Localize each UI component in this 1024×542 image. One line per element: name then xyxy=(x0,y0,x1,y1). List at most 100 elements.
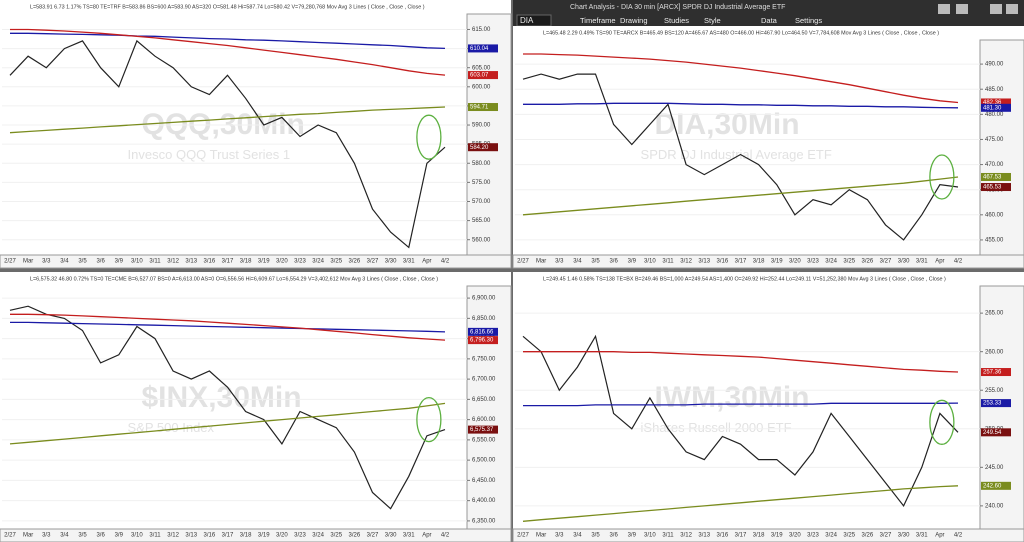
window-title: Chart Analysis - DIA 30 min [ARCX] SPDR … xyxy=(570,4,785,11)
watermark-subtitle: SPDR DJ Industrial Average ETF xyxy=(641,147,832,162)
x-tick-label: 3/12 xyxy=(167,533,179,539)
price-label: 465.53 xyxy=(983,185,1002,191)
annotation-circle xyxy=(929,154,955,200)
info-line: L=6,575.32 46.80 0.72% TS=0 TE=CME B=6,5… xyxy=(30,276,438,282)
x-tick-label: 3/31 xyxy=(403,259,415,265)
x-tick-label: Apr xyxy=(935,533,944,539)
y-tick-label: 470.00 xyxy=(985,162,1004,168)
window-button[interactable] xyxy=(938,4,950,14)
x-tick-label: 3/27 xyxy=(367,533,379,539)
panel-bg xyxy=(513,272,1024,542)
y-tick-label: 600.00 xyxy=(472,84,491,90)
moving-average xyxy=(10,321,446,333)
menu[interactable]: Settings xyxy=(795,16,822,25)
price-axis xyxy=(979,39,1024,256)
chart-panel: QQQ,30Min Invesco QQQ Trust Series 1 560.0… xyxy=(0,0,512,269)
chart-panel: IWM,30Min iShares Russell 2000 ETF 240.00 2… xyxy=(512,272,1024,542)
x-tick-label: 3/17 xyxy=(735,259,747,265)
moving-average xyxy=(9,106,446,134)
x-tick-label: 3/13 xyxy=(185,259,197,265)
x-tick-label: Apr xyxy=(422,533,431,539)
x-tick-label: 3/30 xyxy=(385,259,397,265)
x-tick-label: Mar xyxy=(23,259,33,265)
y-tick-label: 6,450.00 xyxy=(472,478,496,484)
price-label-bg xyxy=(981,98,1011,107)
price-label-bg xyxy=(468,103,498,112)
x-tick-label: Mar xyxy=(536,533,546,539)
window-button[interactable] xyxy=(1006,4,1018,14)
price-label-bg xyxy=(468,44,498,53)
watermark-title: QQQ,30Min xyxy=(142,108,305,141)
x-tick-label: 3/11 xyxy=(149,259,161,265)
y-tick-label: 615.00 xyxy=(472,27,491,33)
menu[interactable]: Studies xyxy=(664,16,689,25)
moving-average xyxy=(10,313,446,341)
x-tick-label: 3/23 xyxy=(807,259,819,265)
y-tick-label: 560.00 xyxy=(472,237,491,243)
price-label: 584.20 xyxy=(470,145,489,151)
watermark-title: $INX,30Min xyxy=(142,381,302,414)
info-bar xyxy=(513,274,1024,285)
x-tick-label: Apr xyxy=(935,259,944,265)
window-button[interactable] xyxy=(956,4,968,14)
y-tick-label: 485.00 xyxy=(985,87,1004,93)
price-label: 253.33 xyxy=(983,401,1002,407)
x-tick-label: 3/17 xyxy=(222,533,234,539)
x-tick-label: 3/3 xyxy=(42,533,51,539)
x-tick-label: Mar xyxy=(23,533,33,539)
window-button[interactable] xyxy=(990,4,1002,14)
price-line xyxy=(9,305,446,510)
x-tick-label: 2/27 xyxy=(4,259,16,265)
x-tick-label: 3/26 xyxy=(349,533,361,539)
x-tick-label: 3/24 xyxy=(825,259,837,265)
panel-bg xyxy=(0,272,511,542)
price-label-bg xyxy=(981,481,1011,490)
x-tick-label: 3/11 xyxy=(662,259,674,265)
moving-average xyxy=(523,351,959,373)
price-axis xyxy=(466,13,512,256)
date-axis xyxy=(0,528,512,542)
info-line: L=249.45 1.46 0.58% TS=138 TE=BX B=249.4… xyxy=(543,276,946,282)
y-tick-label: 6,500.00 xyxy=(472,458,496,464)
x-tick-label: 3/4 xyxy=(573,533,582,539)
info-line: L=465.48 2.29 0.49% TS=90 TE=ARCX B=465.… xyxy=(543,30,939,36)
y-tick-label: 6,350.00 xyxy=(472,518,496,524)
y-tick-label: 475.00 xyxy=(985,137,1004,143)
x-tick-label: 3/12 xyxy=(680,259,692,265)
y-tick-label: 490.00 xyxy=(985,62,1004,68)
x-tick-label: 2/27 xyxy=(4,533,16,539)
x-tick-label: 3/13 xyxy=(185,533,197,539)
y-tick-label: 6,750.00 xyxy=(472,356,496,362)
x-tick-label: 3/3 xyxy=(42,259,51,265)
x-tick-label: 3/4 xyxy=(60,259,69,265)
x-tick-label: 3/18 xyxy=(240,533,252,539)
y-tick-label: 575.00 xyxy=(472,180,491,186)
x-tick-label: 4/2 xyxy=(441,533,450,539)
price-label-bg xyxy=(468,336,498,345)
y-tick-label: 245.00 xyxy=(985,465,1004,471)
x-tick-label: 3/19 xyxy=(771,533,783,539)
symbol[interactable]: DIA xyxy=(520,16,534,25)
menu[interactable]: Drawing xyxy=(620,16,648,25)
menu[interactable]: Style xyxy=(704,16,721,25)
x-tick-label: 3/23 xyxy=(807,533,819,539)
price-label: 257.36 xyxy=(983,370,1002,376)
x-tick-label: 3/10 xyxy=(131,259,143,265)
price-label: 6,816.66 xyxy=(470,329,494,335)
y-tick-label: 455.00 xyxy=(985,238,1004,244)
x-tick-label: 3/20 xyxy=(789,259,801,265)
info-bar xyxy=(0,274,511,285)
x-tick-label: 3/30 xyxy=(898,533,910,539)
x-tick-label: 3/26 xyxy=(862,259,874,265)
moving-average xyxy=(522,485,959,522)
x-tick-label: 3/3 xyxy=(555,533,564,539)
menu[interactable]: Data xyxy=(761,16,778,25)
watermark-title: DIA,30Min xyxy=(655,108,800,141)
watermark-subtitle: iShares Russell 2000 ETF xyxy=(641,420,792,435)
menu[interactable]: Timeframe xyxy=(580,16,616,25)
panel-bg xyxy=(513,28,1024,268)
x-tick-label: 4/2 xyxy=(441,259,450,265)
info-bar xyxy=(0,2,511,13)
